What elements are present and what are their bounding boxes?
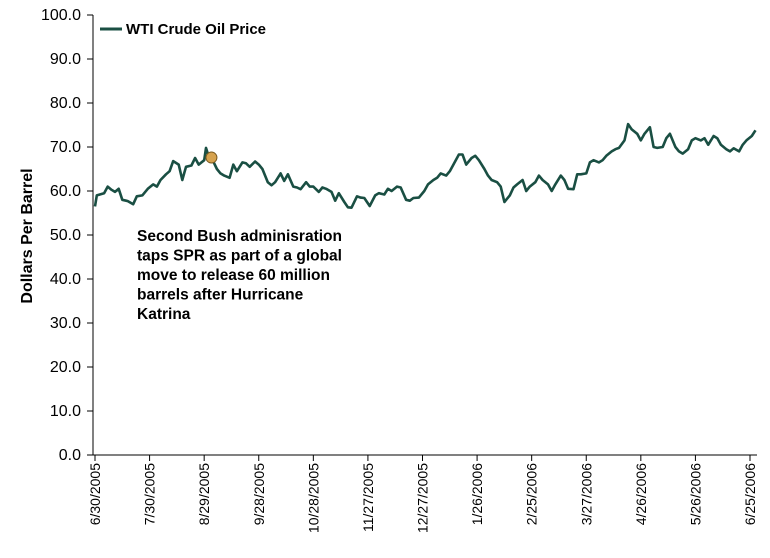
series-layer (93, 122, 757, 209)
y-axis-label: Dollars Per Barrel (19, 168, 36, 303)
y-tick-label: 50.0 (50, 227, 81, 244)
y-tick-label: 70.0 (50, 139, 81, 156)
annotation-text-line: Second Bush adminisration (137, 228, 342, 245)
x-tick-label: 12/27/2005 (415, 463, 431, 533)
x-tick-label: 4/26/2006 (633, 463, 649, 525)
x-axis: 6/30/2005 7/30/2005 8/29/2005 9/28/2005 10/2… (87, 454, 758, 533)
y-tick-label: 20.0 (50, 359, 81, 376)
y-tick-label: 90.0 (50, 51, 81, 68)
y-tick-label: 40.0 (50, 271, 81, 288)
y-axis: 0.0 10.0 20.0 30.0 40.0 50.0 60.0 70.0 80.0 90.0 1… (41, 7, 94, 464)
x-tick-label: 9/28/2005 (251, 463, 267, 525)
y-tick-label: 30.0 (50, 315, 81, 332)
y-tick-label: 100.0 (41, 7, 81, 24)
x-tick-label: 5/26/2006 (687, 463, 703, 525)
x-tick-label: 6/25/2006 (742, 463, 758, 525)
x-tick-label: 3/27/2006 (578, 463, 594, 525)
y-tick-label: 0.0 (59, 447, 81, 464)
legend-label: WTI Crude Oil Price (126, 21, 266, 38)
x-tick-label: 2/25/2006 (524, 463, 540, 525)
annotation-text-line: Katrina (137, 306, 191, 323)
annotation-text-line: taps SPR as part of a global (137, 248, 342, 265)
y-tick-label: 80.0 (50, 95, 81, 112)
x-tick-label: 6/30/2005 (87, 463, 103, 525)
x-tick-label: 8/29/2005 (196, 463, 212, 525)
legend: WTI Crude Oil Price (100, 21, 266, 38)
x-tick-label: 11/27/2005 (360, 463, 376, 532)
x-tick-label: 7/30/2005 (142, 463, 158, 525)
annotation-marker (205, 151, 218, 164)
x-tick-label: 1/26/2006 (469, 463, 485, 525)
annotation: Second Bush adminisration taps SPR as par… (137, 151, 342, 323)
series-line-wti (93, 122, 757, 209)
annotation-text-line: barrels after Hurricane (137, 287, 304, 304)
annotation-text-line: move to release 60 million (137, 267, 330, 284)
x-tick-label: 10/28/2005 (305, 463, 321, 533)
y-tick-label: 10.0 (50, 403, 81, 420)
y-tick-label: 60.0 (50, 183, 81, 200)
